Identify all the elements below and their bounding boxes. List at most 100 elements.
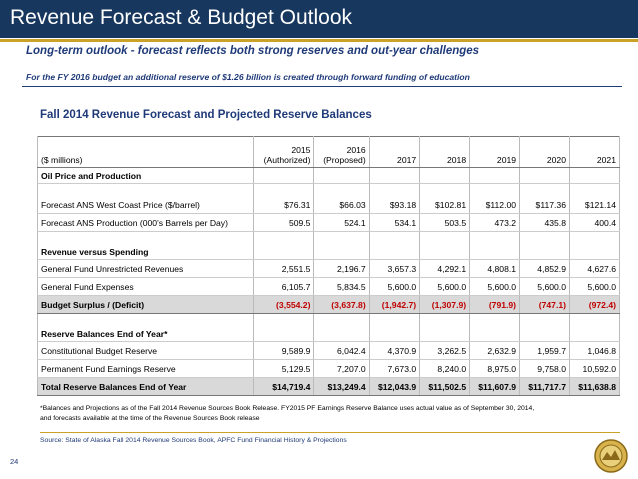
column-header-line: 2015 [291, 145, 311, 155]
column-header-line: 2020 [546, 155, 566, 165]
cell-value: $66.03 [313, 196, 370, 214]
cell-value [419, 244, 471, 260]
cell-value: 473.2 [469, 213, 521, 232]
cell-value: $117.36 [519, 196, 570, 214]
row-label: Revenue versus Spending [36, 244, 255, 260]
cell-value: 435.8 [519, 213, 570, 232]
empty-cell [419, 313, 471, 326]
cell-value: $102.81 [419, 196, 471, 214]
page-number: 24 [10, 457, 19, 466]
empty-cell [368, 231, 421, 244]
row-label: Total Reserve Balances End of Year [36, 377, 255, 396]
cell-value [469, 244, 521, 260]
cell-value: 509.5 [253, 213, 315, 232]
note: For the FY 2016 budget an additional res… [26, 72, 470, 82]
section-row: Revenue versus Spending [36, 244, 621, 260]
cell-value: 8,240.0 [419, 359, 471, 378]
cell-value [419, 326, 471, 342]
cell-value: 5,600.0 [419, 277, 471, 296]
cell-value: 1,959.7 [519, 341, 570, 360]
cell-value: 4,808.1 [469, 259, 521, 278]
column-header: 2019 [469, 136, 521, 168]
cell-value: 534.1 [368, 213, 421, 232]
slide-title: Revenue Forecast & Budget Outlook [10, 6, 353, 29]
cell-value [519, 244, 570, 260]
empty-cell [253, 183, 315, 196]
cell-value: 2,551.5 [253, 259, 315, 278]
cell-value: 6,042.4 [313, 341, 370, 360]
cell-value [253, 326, 315, 342]
column-header-line: 2021 [596, 155, 616, 165]
cell-value: 7,673.0 [368, 359, 421, 378]
row-label: Reserve Balances End of Year* [36, 326, 255, 342]
empty-cell [568, 313, 621, 326]
column-header: 2017 [368, 136, 421, 168]
row-label: Forecast ANS Production (000's Barrels p… [36, 213, 255, 232]
cell-value: (1,307.9) [419, 295, 471, 314]
empty-cell [313, 183, 370, 196]
row-label: General Fund Expenses [36, 277, 255, 296]
empty-cell [469, 313, 521, 326]
column-header-line: ($ millions) [41, 155, 83, 165]
cell-value: 2,196.7 [313, 259, 370, 278]
section-row: Reserve Balances End of Year* [36, 326, 621, 342]
column-header-line: 2018 [446, 155, 467, 165]
cell-value: $11,717.7 [519, 377, 570, 396]
cell-value: $121.14 [568, 196, 621, 214]
cell-value: (972.4) [568, 295, 621, 314]
empty-cell [368, 183, 421, 196]
cell-value [568, 326, 621, 342]
cell-value: (1,942.7) [368, 295, 421, 314]
cell-value: $12,043.9 [368, 377, 421, 396]
cell-value: 3,262.5 [419, 341, 471, 360]
cell-value [568, 167, 621, 184]
cell-value: (3,554.2) [253, 295, 315, 314]
column-header: 2021 [568, 136, 621, 168]
cell-value [313, 167, 370, 184]
cell-value: 4,852.9 [519, 259, 570, 278]
footnote: *Balances and Projections as of the Fall… [40, 404, 620, 424]
data-row: Permanent Fund Earnings Reserve 5,129.5 7,… [36, 359, 621, 378]
cell-value: $13,249.4 [313, 377, 370, 396]
data-row: General Fund Expenses 6,105.7 5,834.5 5,600… [36, 277, 621, 296]
state-seal [594, 439, 628, 473]
row-label: General Fund Unrestricted Revenues [36, 259, 255, 278]
cell-value: 4,292.1 [419, 259, 471, 278]
empty-cell [469, 183, 521, 196]
footnote-line: *Balances and Projections as of the Fall… [40, 405, 535, 412]
column-header-line: 2017 [397, 155, 417, 165]
cell-value: (747.1) [519, 295, 570, 314]
empty-cell [519, 313, 570, 326]
cell-value: (3,637.8) [313, 295, 370, 314]
divider [40, 432, 620, 433]
cell-value [469, 326, 521, 342]
cell-value [313, 244, 370, 260]
cell-value [368, 326, 421, 342]
cell-value: 524.1 [313, 213, 370, 232]
empty-cell [36, 313, 255, 326]
spacer-row [36, 313, 621, 326]
column-header: 2015 (Authorized) [253, 136, 315, 168]
cell-value [519, 167, 570, 184]
cell-value: 10,592.0 [568, 359, 621, 378]
cell-value [568, 244, 621, 260]
column-header: 2018 [419, 136, 471, 168]
column-header: ($ millions) [36, 136, 255, 168]
empty-cell [568, 183, 621, 196]
table-title: Fall 2014 Revenue Forecast and Projected… [40, 109, 372, 121]
cell-value: 9,758.0 [519, 359, 570, 378]
cell-value: $11,607.9 [469, 377, 521, 396]
column-header: 2016 (Proposed) [313, 136, 370, 168]
cell-value: 2,632.9 [469, 341, 521, 360]
cell-value [469, 167, 521, 184]
cell-value: 4,370.9 [368, 341, 421, 360]
total-row: Total Reserve Balances End of Year $14,71… [36, 377, 621, 396]
cell-value: $93.18 [368, 196, 421, 214]
cell-value: 400.4 [568, 213, 621, 232]
cell-value: 5,600.0 [368, 277, 421, 296]
source: Source: State of Alaska Fall 2014 Revenu… [40, 437, 347, 444]
empty-cell [313, 313, 370, 326]
data-row: Constitutional Budget Reserve 9,589.9 6,04… [36, 341, 621, 360]
cell-value: $11,638.8 [568, 377, 621, 396]
